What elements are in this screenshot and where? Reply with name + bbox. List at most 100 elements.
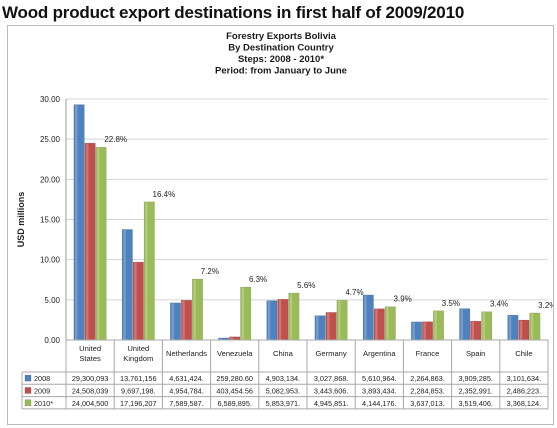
bar-highlight [530,313,534,340]
table-cell: 17,196,207 [120,399,157,408]
category-label: United [79,344,101,353]
bar-highlight [338,300,341,340]
category-label: Venezuela [217,349,253,358]
table-cell: 259,280.60 [216,374,253,383]
bar-highlight [145,202,148,340]
y-tick-label: 5.00 [44,296,60,305]
category-label: Kingdom [123,354,153,363]
y-tick-label: 30.00 [40,95,61,104]
table-cell: 4,954,784. [169,386,204,395]
category-label: Netherlands [166,349,207,358]
category-label: Argentina [363,349,396,358]
y-tick-label: 0.00 [44,336,60,345]
y-tick-label: 25.00 [40,135,61,144]
table-cell: 6,589,895. [217,399,252,408]
y-tick-label: 10.00 [40,256,61,265]
table-cell: 24,004,500 [72,399,109,408]
growth-annotation: 3.9% [394,295,412,304]
table-cell: 3,637,013. [410,399,445,408]
table-cell: 5,610,964. [362,374,397,383]
table-cell: 2,352,991. [458,386,493,395]
table-cell: 24,508,039 [72,386,109,395]
chart-title-line: Forestry Exports Bolivia [226,31,337,42]
table-cell: 2,486,223. [507,386,542,395]
table-cell: 29,300,093 [72,374,109,383]
chart-frame: Forestry Exports Bolivia By Destination C… [7,25,554,425]
growth-annotation: 7.2% [201,267,219,276]
table-cell: 403,454.56 [216,386,253,395]
table-cell: 3,519,406. [458,399,493,408]
bar-highlight [278,299,282,340]
y-tick-label: 20.00 [40,175,61,184]
bar-highlight [123,229,126,340]
table-cell: 4,903,134. [266,374,301,383]
table-cell: 13,761,156 [120,374,157,383]
bar-highlight [434,311,437,340]
growth-annotation: 5.6% [297,281,315,290]
y-axis-label: USD millions [16,192,26,248]
table-cell: 4,144,176. [362,399,397,408]
legend-label: 2009 [34,386,50,395]
bar-highlight [316,316,319,340]
table-cell: 5,082,953. [266,386,301,395]
table-cell: 9,697,198. [121,386,156,395]
category-label: China [273,349,294,358]
bar-highlight [134,262,137,340]
table-cell: 7,589,587. [169,399,204,408]
legend-label: 2010* [34,399,53,408]
category-label: Spain [466,349,485,358]
bar-highlight [508,315,512,340]
table-cell: 2,284,853. [410,386,445,395]
bar-highlight [482,312,486,340]
category-label: France [416,349,440,358]
bar-highlight [375,309,378,340]
table-cell: 3,101,634. [507,374,542,383]
bar-highlight [230,337,234,340]
bar-highlight [471,321,475,340]
growth-annotation: 22.8% [104,135,127,144]
y-tick-label: 15.00 [40,216,61,225]
table-cell: 3,443,606. [314,386,349,395]
bar-highlight [193,279,196,340]
bar-highlight [519,320,523,340]
category-label: Chile [515,349,532,358]
bar-highlight [386,307,389,340]
chart-title-line: Period: from January to June [215,66,347,77]
bar-highlight [267,301,271,340]
table-cell: 4,945,851. [314,399,349,408]
growth-annotation: 4.7% [345,288,363,297]
bar-highlight [75,105,78,340]
table-cell: 3,027,868. [314,374,349,383]
table-cell: 5,853,971. [266,399,301,408]
bar-highlight [171,303,174,340]
legend-label: 2008 [34,374,50,383]
bar-highlight [327,312,330,340]
bar-highlight [289,293,293,340]
bar-highlight [241,287,245,340]
bar-highlight [460,309,464,340]
bar-highlight [182,300,185,340]
category-label: Germany [315,349,346,358]
table-cell: 2,264,863. [410,374,445,383]
category-label: States [79,354,101,363]
bar-highlight [412,322,415,340]
table-cell: 3,893,434. [362,386,397,395]
growth-annotation: 16.4% [153,190,176,199]
bar-highlight [97,147,100,340]
growth-annotation: 6.3% [249,275,267,284]
growth-annotation: 3.2% [538,301,553,310]
bar-highlight [364,295,367,340]
growth-annotation: 3.5% [442,299,460,308]
page-headline: Wood product export destinations in firs… [2,3,465,22]
chart-title-line: By Destination Country [228,43,334,54]
legend-key-2008 [24,374,32,382]
legend-key-2009 [24,387,32,394]
bar-highlight [86,143,89,340]
chart-title-line: Steps: 2008 - 2010* [238,54,324,65]
bar-highlight [423,322,426,340]
table-cell: 3,909,285. [458,374,493,383]
legend-key-2010 [24,399,32,406]
table-cell: 3,368,124. [507,399,542,408]
bar-highlight [219,338,223,340]
